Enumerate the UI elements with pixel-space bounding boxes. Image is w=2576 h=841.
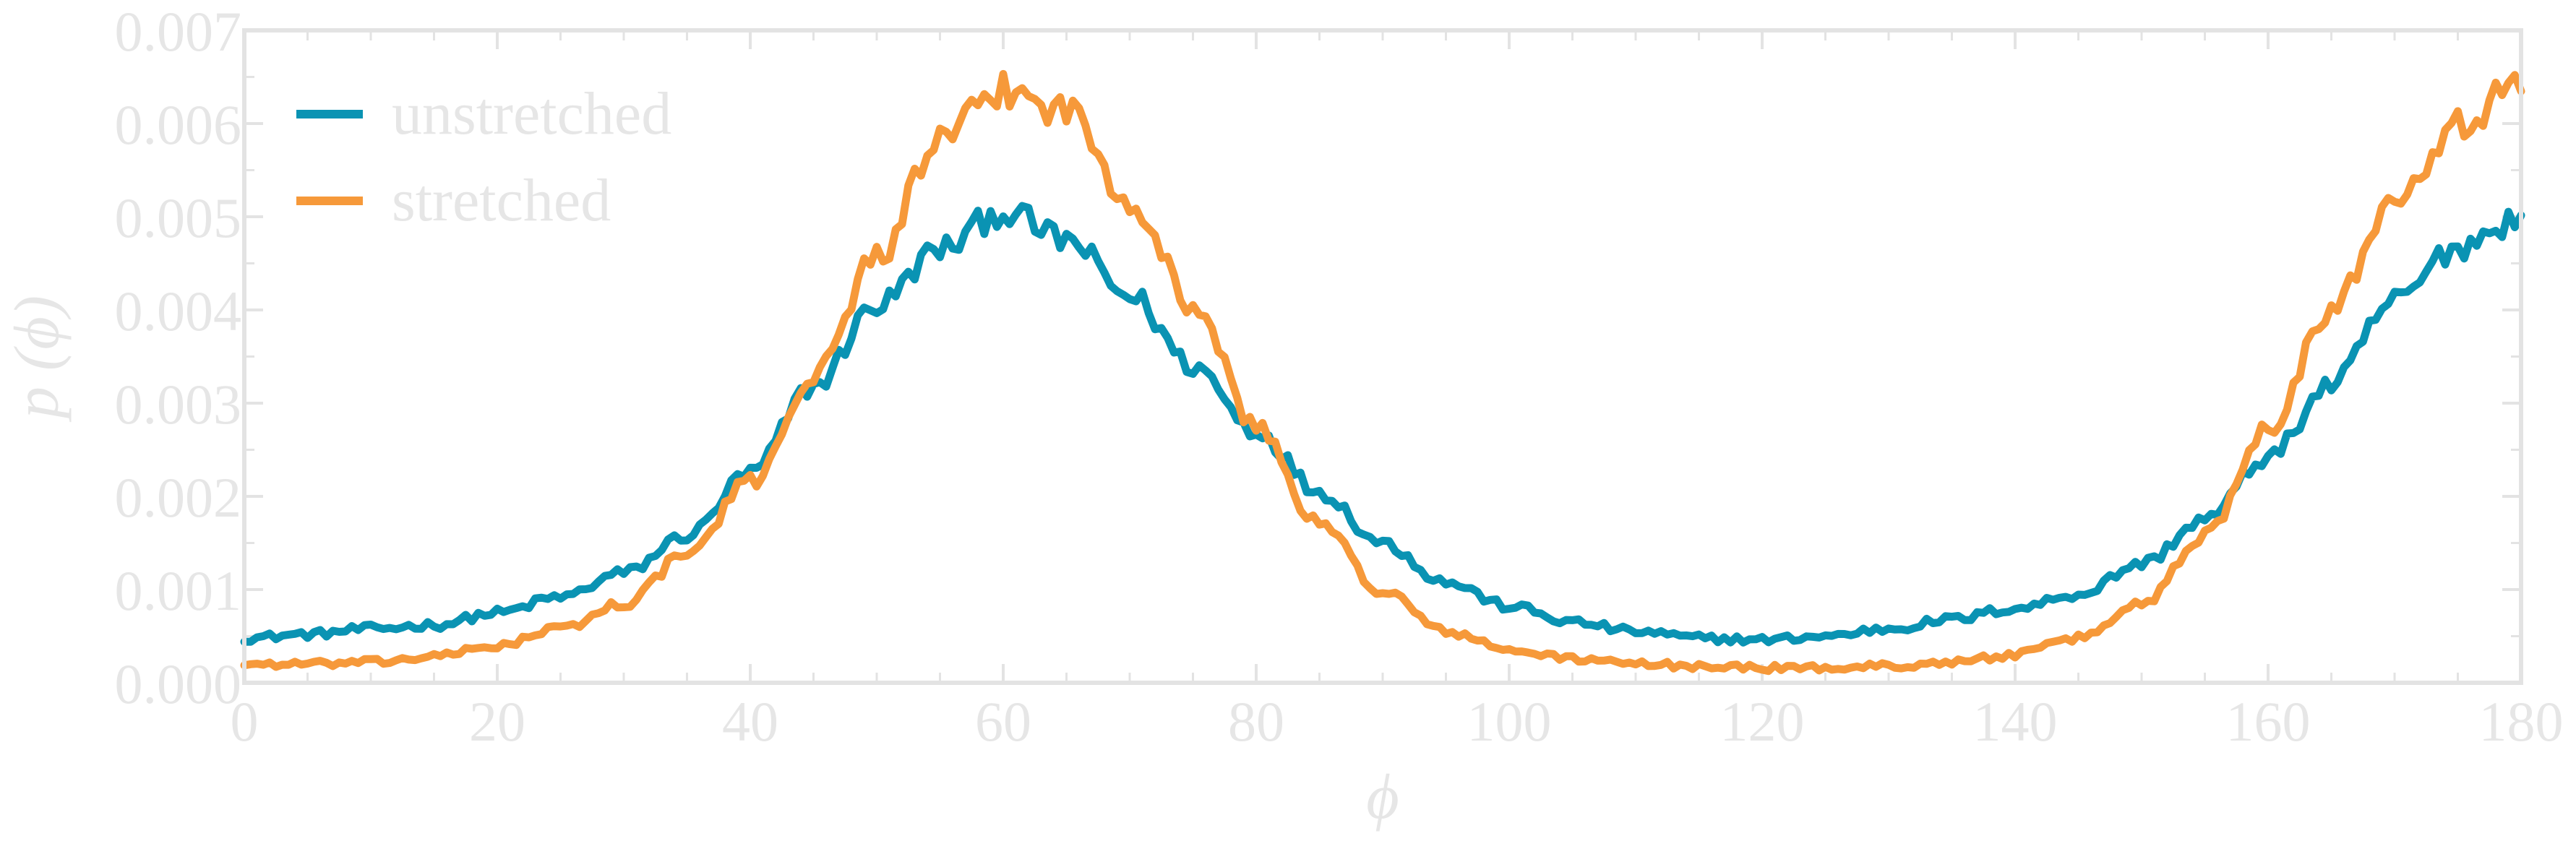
y-tick-label: 0.000 (115, 652, 242, 715)
legend-label-stretched: stretched (392, 167, 611, 234)
plot-frame (242, 28, 2523, 685)
x-tick-label: 160 (2226, 690, 2311, 753)
y-tick-label: 0.007 (115, 0, 242, 63)
series-line-unstretched (240, 202, 2525, 647)
y-tick-label: 0.001 (115, 559, 242, 622)
y-tick-label: 0.004 (115, 280, 242, 342)
y-axis-label: p (ϕ) (2, 296, 72, 423)
x-tick-label: 60 (975, 690, 1031, 753)
x-tick-label: 180 (2479, 690, 2564, 753)
x-tick-label: 20 (469, 690, 525, 753)
series-line-stretched (240, 69, 2525, 676)
tick-labels: 0 20 40 60 80 100 120 140 160 180 0.000 0.001 0.002 0… (115, 0, 2564, 753)
y-tick-label: 0.003 (115, 373, 242, 436)
series-lines (240, 69, 2525, 676)
x-tick-label: 0 (231, 690, 259, 753)
y-tick-label: 0.005 (115, 186, 242, 249)
x-tick-label: 80 (1228, 690, 1284, 753)
y-tick-label: 0.006 (115, 93, 242, 156)
legend: unstretched stretched (296, 80, 671, 234)
legend-label-unstretched: unstretched (392, 80, 671, 147)
x-axis-label: ϕ (1366, 762, 1399, 832)
x-tick-label: 120 (1720, 690, 1805, 753)
y-tick-label: 0.002 (115, 466, 242, 529)
x-tick-label: 40 (722, 690, 778, 753)
x-tick-label: 100 (1467, 690, 1552, 753)
x-tick-label: 140 (1973, 690, 2058, 753)
